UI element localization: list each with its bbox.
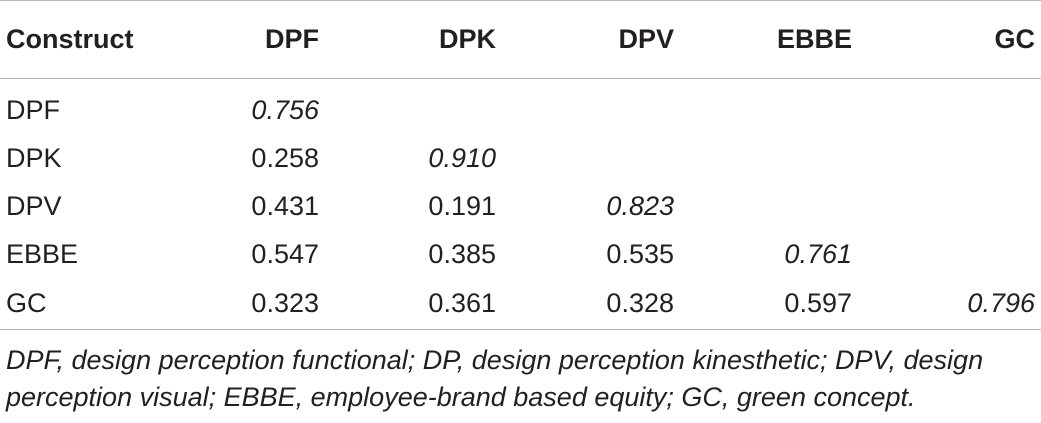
table-body: DPF 0.756 DPK 0.258 0.910 DPV 0.431 0.19… [0, 79, 1041, 330]
table-cell: 0.361 [325, 278, 502, 330]
header-dpk: DPK [325, 0, 502, 79]
table-cell: 0.756 [251, 95, 319, 126]
table-cell: 0.431 [251, 191, 319, 221]
table-cell [502, 79, 680, 135]
row-label: DPF [6, 95, 60, 126]
table-cell [502, 135, 680, 183]
table-cell: 0.191 [428, 191, 496, 221]
table-footnote: DPF, design perception functional; DP, d… [6, 345, 984, 412]
row-label: DPK [6, 143, 62, 173]
table-cell: 0.761 [784, 239, 852, 269]
table-row: GC 0.323 0.361 0.328 0.597 0.796 [0, 278, 1041, 330]
table-row: EBBE 0.547 0.385 0.535 0.761 [0, 231, 1041, 279]
table-cell: 0.597 [680, 278, 858, 330]
row-label: GC [0, 278, 200, 330]
header-dpf: DPF [200, 0, 325, 79]
table-row: DPF 0.756 [0, 79, 1041, 135]
table-cell: 0.547 [251, 239, 319, 269]
header-construct: Construct [0, 0, 200, 79]
header-dpv: DPV [502, 0, 680, 79]
table-header: Construct DPF DPK DPV EBBE GC [0, 0, 1041, 79]
table-row: DPK 0.258 0.910 [0, 135, 1041, 183]
table-cell: 0.258 [251, 143, 319, 173]
table-row: DPV 0.431 0.191 0.823 [0, 183, 1041, 231]
row-label: EBBE [6, 239, 79, 269]
header-gc: GC [858, 0, 1041, 79]
header-ebbe: EBBE [680, 0, 858, 79]
table-cell: 0.796 [858, 278, 1041, 330]
table-cell [858, 231, 1041, 279]
table-cell: 0.385 [428, 239, 496, 269]
table-cell [858, 79, 1041, 135]
correlation-table: Construct DPF DPK DPV EBBE GC DPF 0.756 … [0, 0, 1041, 330]
table-cell: 0.323 [200, 278, 325, 330]
table-cell: 0.535 [606, 239, 674, 269]
row-label: DPV [6, 191, 62, 221]
table-cell [325, 79, 502, 135]
table-cell [680, 79, 858, 135]
header-row: Construct DPF DPK DPV EBBE GC [0, 0, 1041, 79]
table-cell: 0.823 [606, 191, 674, 221]
table-cell [680, 183, 858, 231]
table-cell: 0.328 [502, 278, 680, 330]
correlation-table-container: Construct DPF DPK DPV EBBE GC DPF 0.756 … [0, 0, 1041, 330]
table-cell [858, 183, 1041, 231]
table-cell [858, 135, 1041, 183]
table-cell: 0.910 [428, 143, 496, 173]
table-cell [680, 135, 858, 183]
